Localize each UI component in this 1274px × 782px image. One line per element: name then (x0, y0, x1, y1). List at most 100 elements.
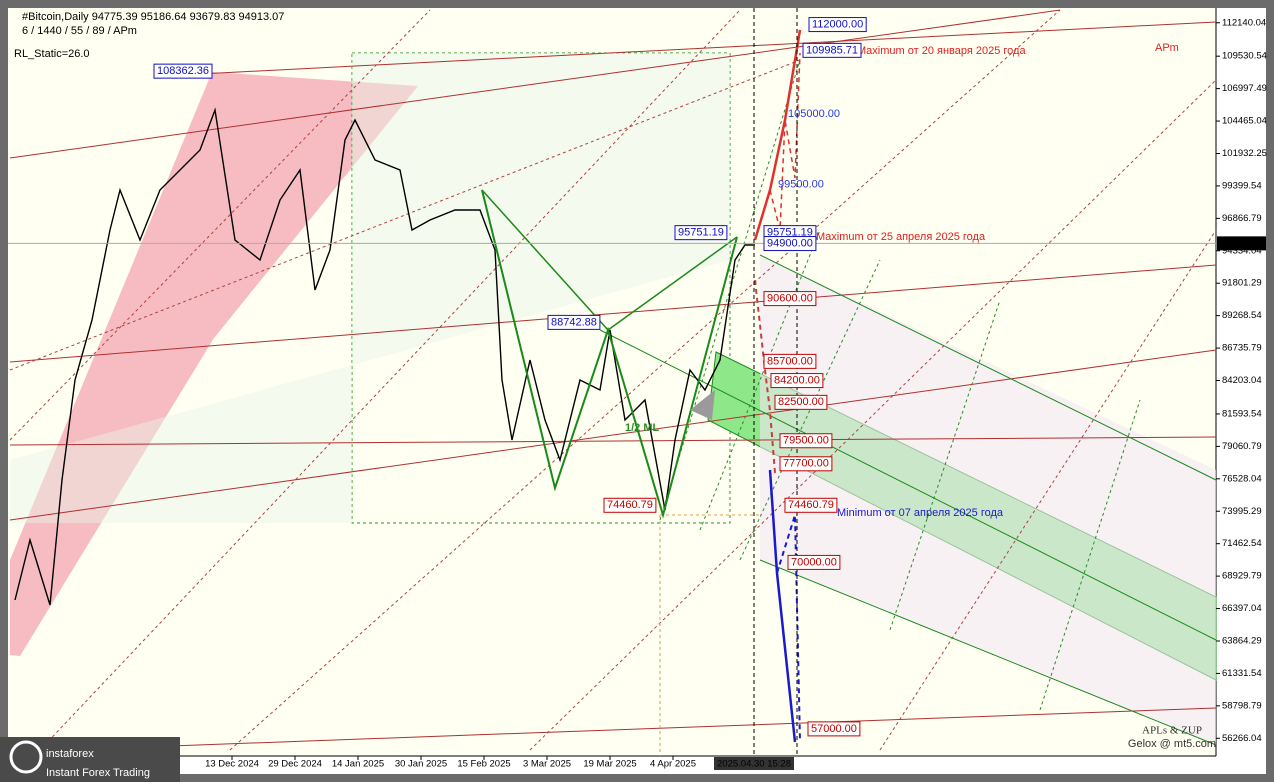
y-tick-label: 56266.04 (1222, 733, 1262, 744)
fan-lines (9, 9, 1217, 751)
level-label: 95751.19 (767, 227, 813, 239)
level-box (763, 291, 817, 307)
level-box (807, 721, 861, 737)
median-line (599, 329, 1217, 641)
level-label: 57000.00 (811, 723, 857, 735)
level-box (779, 433, 833, 449)
pattern (481, 189, 738, 332)
level-label: 82500.00 (778, 396, 824, 408)
x-tick-label: 30 Jan 2025 (395, 759, 447, 770)
level-label: 84200.00 (774, 374, 820, 386)
y-tick-label: 94334.04 (1222, 245, 1262, 256)
fork-line (759, 254, 1217, 481)
y-tick-label: 104465.04 (1222, 116, 1267, 127)
level-label: 90600.00 (767, 293, 813, 305)
median-lines (9, 9, 1217, 751)
signature: APLs & ZUP (1142, 725, 1202, 737)
y-tick-label: 66397.04 (1222, 603, 1262, 614)
x-tick-label: 15 Feb 2025 (457, 759, 510, 770)
level-box (547, 314, 601, 330)
level-box (603, 497, 657, 513)
y-tick-label: 91801.29 (1222, 278, 1262, 289)
level-box (770, 373, 824, 389)
cursor-time: 2025.04.30 15:28 (717, 759, 791, 770)
forecast-up (769, 52, 801, 231)
y-tick-label: 68929.79 (1222, 571, 1262, 582)
level-label: 85700.00 (767, 355, 813, 367)
pattern-zone (690, 390, 715, 420)
zone (10, 53, 730, 523)
y-tick-label: 109530.54 (1222, 51, 1267, 62)
annotation: 1/2 ML (625, 422, 660, 434)
y-tick-label: 99399.54 (1222, 180, 1262, 191)
subheader: 6 / 1440 / 55 / 89 / APm (22, 25, 137, 37)
x-tick-label: 3 Mar 2025 (523, 759, 571, 770)
time-axis-bg (8, 756, 1216, 774)
fork-zone (760, 255, 1216, 745)
level-label: 95751.19 (678, 227, 724, 239)
forecast-blue (776, 514, 801, 743)
price-path (14, 107, 755, 606)
forecast-down (754, 279, 776, 474)
level-label: 108362.36 (157, 65, 209, 77)
signature: Gelox @ mt5.com (1128, 738, 1216, 750)
current-price-box (1217, 236, 1266, 251)
indicator: RL_Static=26.0 (14, 48, 90, 60)
annotation: APm (1155, 42, 1179, 54)
y-tick-label: 76528.04 (1222, 473, 1262, 484)
annotation: Minimum от 07 апреля 2025 года (837, 507, 1004, 519)
y-tick-label: 58798.79 (1222, 700, 1262, 711)
level-label: 99500.00 (778, 179, 824, 191)
logo-icon (9, 740, 43, 774)
x-tick-label: 29 Dec 2024 (268, 759, 322, 770)
level-box (763, 236, 817, 252)
x-tick-label: 13 Dec 2024 (205, 759, 259, 770)
level-label: 109985.71 (806, 44, 858, 56)
price-axis-bg (1216, 8, 1266, 774)
level-box (808, 17, 867, 33)
level-label: 79500.00 (783, 435, 829, 447)
y-tick-label: 106997.49 (1222, 83, 1267, 94)
level-box (674, 225, 728, 241)
logo-bg (0, 737, 180, 782)
level-label: 74460.79 (607, 499, 653, 511)
annotation: Maximum от 25 апреля 2025 года (816, 231, 986, 243)
level-box (763, 353, 817, 369)
level-box (779, 456, 833, 472)
level-box (784, 497, 838, 513)
x-tick-label: 14 Jan 2025 (332, 759, 384, 770)
level-label: 88742.88 (551, 316, 597, 328)
level-label: 94900.00 (767, 237, 813, 249)
fork-line (759, 559, 1217, 746)
level-label: 112000.00 (812, 18, 863, 30)
x-tick-label: 19 Mar 2025 (583, 759, 636, 770)
level-label: 70000.00 (791, 556, 837, 568)
header: #Bitcoin,Daily 94775.39 95186.64 93679.8… (22, 11, 284, 23)
cursor-time-box (714, 757, 794, 770)
level-label: 105000.00 (788, 108, 840, 120)
y-tick-label: 112140.04 (1222, 17, 1266, 28)
logo: instaforex (46, 748, 94, 760)
y-tick-label: 84203.04 (1222, 375, 1262, 386)
level-box (787, 554, 841, 570)
y-tick-label: 86735.79 (1222, 343, 1262, 354)
level-box (774, 394, 828, 410)
level-label: 77700.00 (783, 458, 829, 470)
y-tick-label: 101932.25 (1222, 148, 1267, 159)
y-tick-label: 79060.79 (1222, 441, 1262, 452)
y-tick-label: 61331.54 (1222, 668, 1262, 679)
level-box (802, 42, 862, 58)
y-tick-label: 71462.54 (1222, 538, 1262, 549)
y-tick-label: 73995.29 (1222, 506, 1262, 517)
x-tick-label: 4 Apr 2025 (650, 759, 696, 770)
y-tick-label: 89268.54 (1222, 310, 1262, 321)
y-tick-label: 63864.29 (1222, 636, 1262, 647)
annotation: Maximum от 20 января 2025 года (857, 45, 1026, 57)
level-label: 74460.79 (788, 499, 834, 511)
forecast-up (753, 29, 802, 241)
current-price: 94913.07 (1220, 238, 1260, 249)
y-tick-label: 96866.79 (1222, 213, 1262, 224)
y-tick-label: 81593.54 (1222, 408, 1262, 419)
